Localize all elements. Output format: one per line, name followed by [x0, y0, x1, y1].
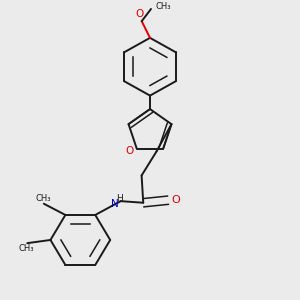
- Text: H: H: [116, 194, 122, 203]
- Text: N: N: [111, 199, 119, 209]
- Text: O: O: [125, 146, 134, 156]
- Text: CH₃: CH₃: [156, 2, 172, 11]
- Text: O: O: [135, 9, 143, 19]
- Text: O: O: [171, 195, 180, 205]
- Text: CH₃: CH₃: [19, 244, 34, 253]
- Text: CH₃: CH₃: [35, 194, 51, 203]
